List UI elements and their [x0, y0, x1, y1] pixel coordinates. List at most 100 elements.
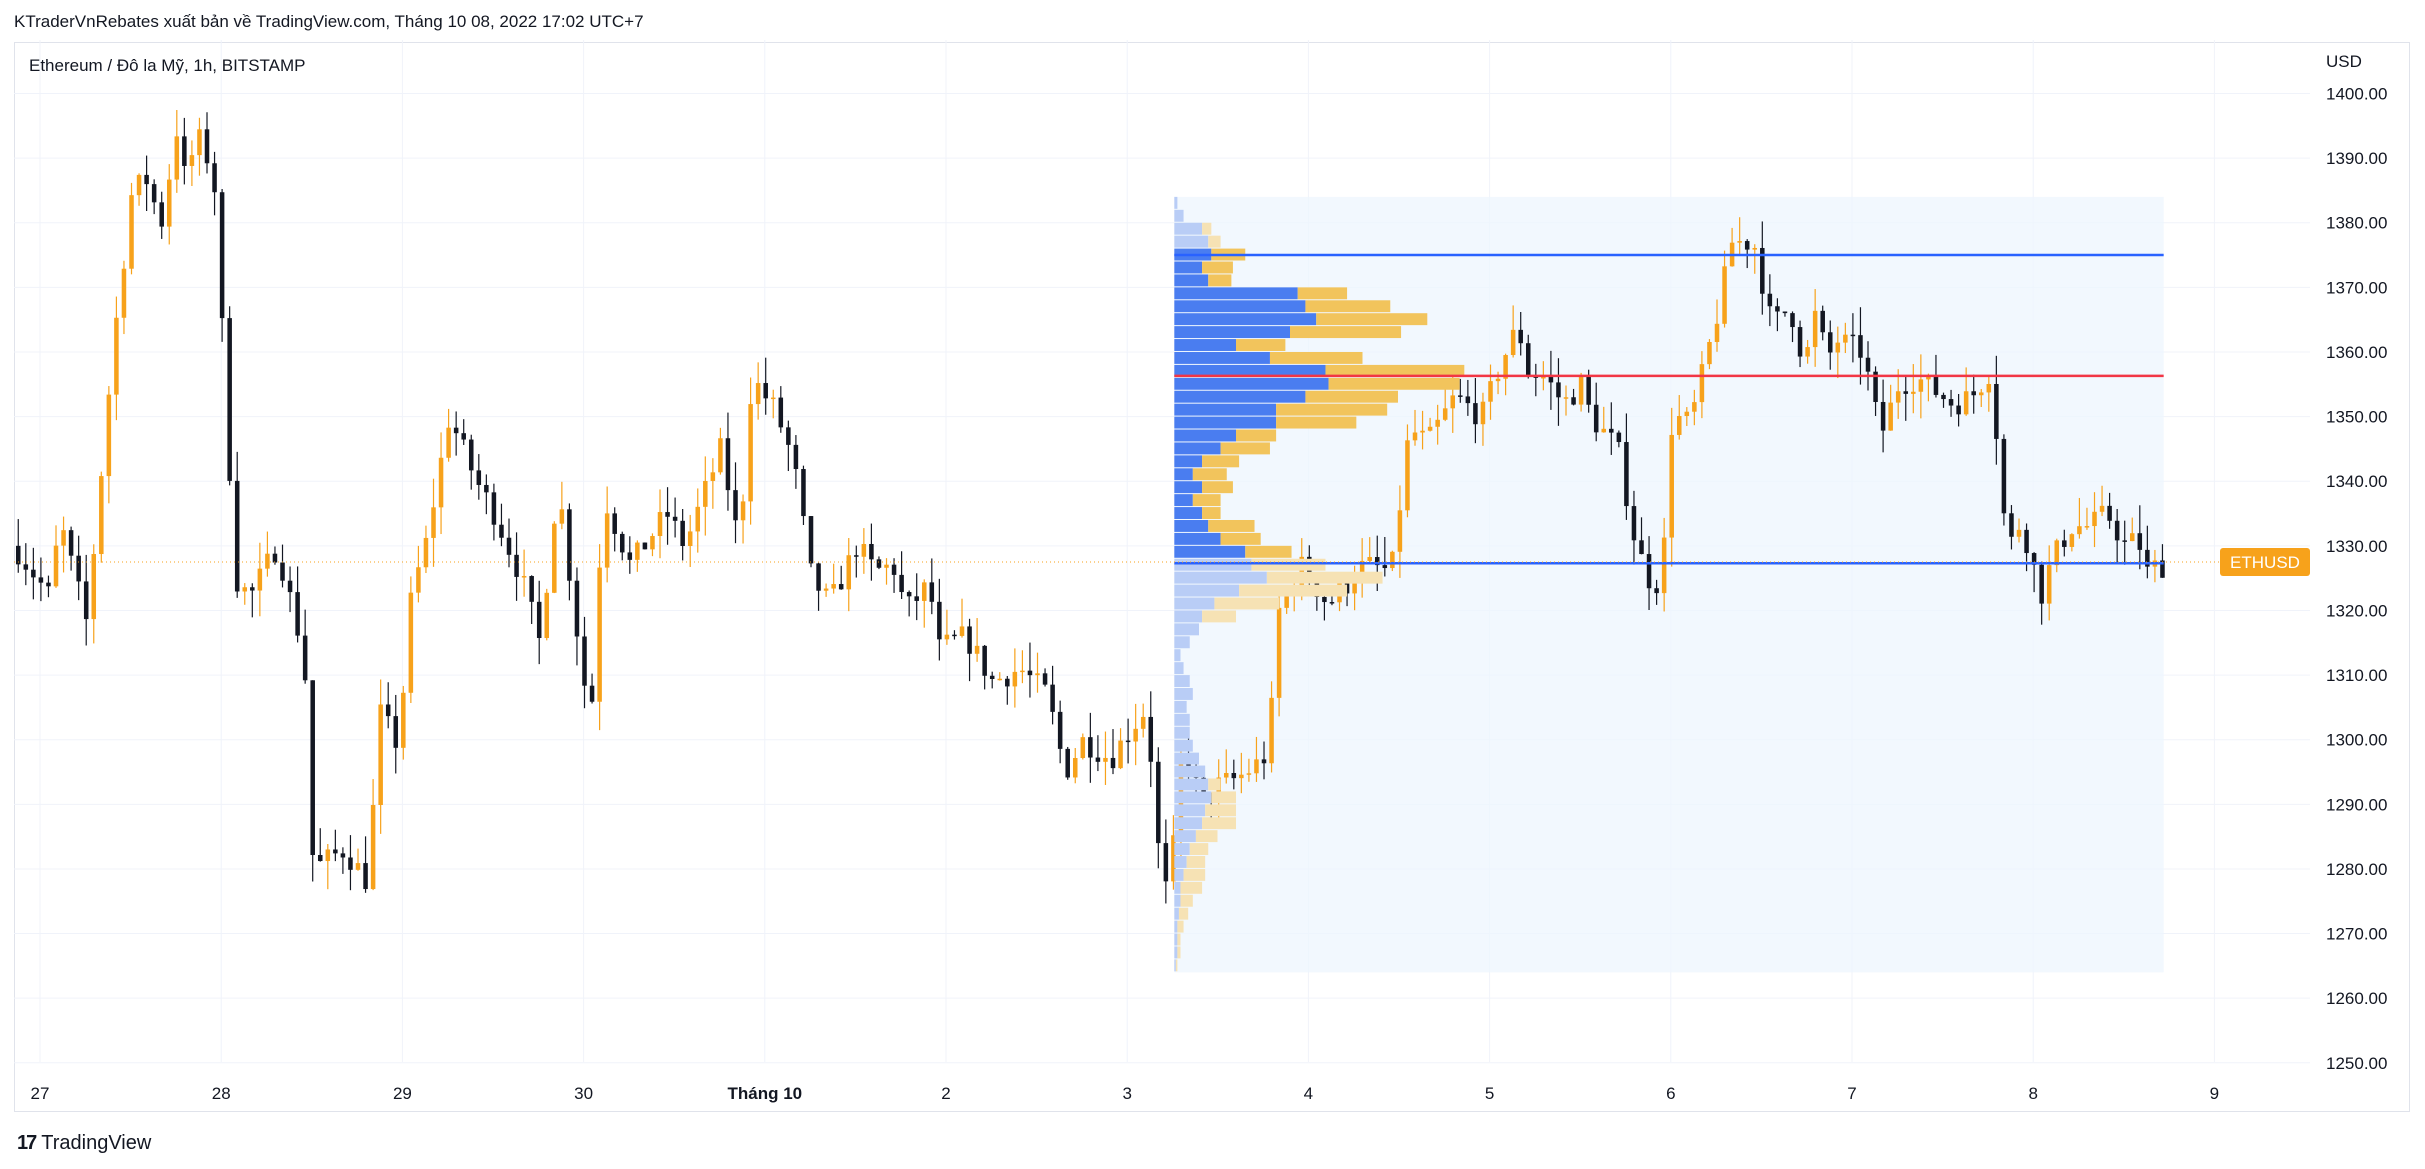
price-axis: 1250.00 1260.00 1270.00 1280.00 1290.00 1300.… [2326, 85, 2387, 1073]
volume-bar-down [1174, 623, 1199, 636]
volume-bar-down [1174, 804, 1206, 817]
volume-bar-down [1174, 558, 1252, 571]
candle-down [38, 577, 44, 583]
candle-up [370, 805, 376, 890]
candle-down [589, 685, 595, 702]
volume-bar-up [1328, 377, 1460, 390]
candle-down [619, 533, 625, 553]
candle-up [1918, 379, 1924, 392]
candle-down [1941, 394, 1946, 400]
volume-bar-down [1174, 429, 1237, 442]
price-tick-label: 1400.00 [2326, 85, 2387, 104]
candle-down [1148, 716, 1154, 762]
candle-down [1797, 327, 1803, 357]
candle-down [1616, 432, 1622, 443]
candle-up [1722, 266, 1727, 324]
candle-down [1948, 399, 1954, 406]
candle-up [1012, 671, 1018, 687]
volume-bar-down [1174, 196, 1178, 209]
candle-down [567, 509, 572, 581]
candle-up [1367, 557, 1372, 561]
candle-up [106, 394, 112, 477]
candle-up [703, 480, 708, 507]
candle-up [2069, 534, 2075, 547]
candle-down [1994, 383, 1999, 439]
candle-up [1714, 323, 1720, 343]
candle-down [514, 554, 519, 577]
candle-up [544, 592, 550, 639]
candle-up [1020, 670, 1025, 673]
candle-down [453, 427, 459, 434]
volume-bar-down [1174, 843, 1190, 856]
time-tick-label: 5 [1485, 1084, 1494, 1103]
volume-bar-up [1202, 481, 1233, 494]
candle-up [521, 576, 527, 578]
candle-down [2031, 553, 2037, 565]
candle-up [1911, 391, 1916, 394]
volume-bar-up [1245, 545, 1292, 558]
candle-down [816, 563, 821, 591]
volume-bar-down [1174, 752, 1199, 765]
volume-bar-up [1251, 558, 1326, 571]
candle-down [854, 555, 859, 557]
candle-down [68, 530, 74, 556]
candle-down [876, 559, 882, 568]
candle-down [499, 524, 504, 538]
candle-up [1601, 428, 1607, 433]
candle-up [1171, 835, 1176, 882]
candle-down [348, 857, 353, 870]
candle-up [189, 155, 195, 166]
candle-down [1042, 673, 1048, 685]
candle-up [1284, 592, 1289, 608]
candle-down [227, 318, 232, 481]
chart-frame [14, 42, 2410, 1112]
currency-label[interactable]: USD [2326, 52, 2362, 71]
candle-down [1609, 428, 1614, 433]
footer-brand[interactable]: TradingView [41, 1132, 152, 1154]
candle-up [114, 317, 119, 395]
candle-down [725, 438, 731, 491]
candle-up [129, 195, 134, 269]
candle-down [1593, 404, 1599, 433]
candle-up [2046, 565, 2052, 604]
candle-down [333, 849, 338, 854]
price-tick-label: 1290.00 [2326, 795, 2387, 814]
candle-down [642, 542, 648, 550]
candle-down [906, 592, 912, 597]
candle-up [1442, 408, 1448, 420]
symbol-title[interactable]: Ethereum / Đô la Mỹ, 1h, BITSTAMP [29, 56, 306, 75]
time-tick-label: 29 [393, 1084, 412, 1103]
candle-down [484, 484, 489, 493]
tradingview-logo-icon[interactable]: 17 [17, 1132, 37, 1154]
candle-up [91, 554, 97, 620]
candle-up [136, 174, 142, 196]
candle-up [884, 564, 889, 568]
volume-bar-down [1174, 222, 1203, 235]
volume-bar-down [1174, 739, 1193, 752]
candle-up [1118, 740, 1123, 769]
candle-down [280, 562, 285, 581]
candle-up [2054, 540, 2060, 566]
volume-bar-up [1208, 235, 1221, 248]
volume-bar-up [1205, 804, 1237, 817]
candle-up [438, 457, 444, 508]
volume-bar-down [1174, 455, 1203, 468]
candle-down [144, 174, 149, 185]
volume-bar-down [1174, 713, 1190, 726]
candle-up [974, 645, 980, 654]
candle-up [740, 501, 746, 521]
volume-bar-up [1202, 610, 1237, 623]
price-tick-label: 1310.00 [2326, 666, 2387, 685]
candle-up [1699, 364, 1705, 403]
candle-up [748, 404, 753, 502]
time-tick-label: 7 [1847, 1084, 1856, 1103]
volume-bar-down [1174, 209, 1184, 222]
price-tick-label: 1370.00 [2326, 278, 2387, 297]
candle-down [989, 675, 995, 680]
volume-bar-down [1174, 313, 1317, 326]
price-tick-label: 1260.00 [2326, 989, 2387, 1008]
candle-up [408, 592, 414, 693]
volume-bar-up [1214, 597, 1280, 610]
candle-up [597, 567, 602, 702]
